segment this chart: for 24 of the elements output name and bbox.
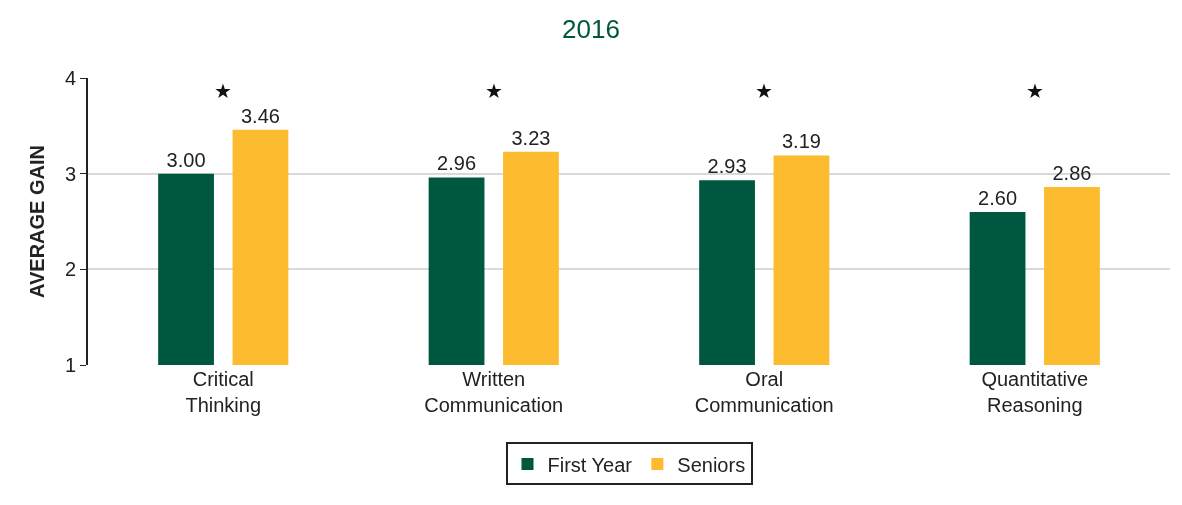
data-label: 3.46 xyxy=(240,104,280,127)
data-label: 3.23 xyxy=(511,126,551,149)
x-tick-label: Critical Thinking xyxy=(185,368,262,416)
data-label: 2.86 xyxy=(1052,162,1092,185)
x-tick-label: Written Communication xyxy=(424,368,564,416)
data-label: 2.93 xyxy=(707,155,747,178)
data-label: 2.60 xyxy=(978,186,1018,209)
annotation: ★ xyxy=(1026,80,1044,102)
y-tick-label: 1 xyxy=(64,354,76,376)
y-tick-label: 2 xyxy=(64,258,76,281)
y-tick-label: 3 xyxy=(64,162,76,185)
chart-title: 2016 xyxy=(562,14,620,45)
data-label: 2.96 xyxy=(437,152,477,175)
annotation: ★ xyxy=(755,80,773,102)
annotation: ★ xyxy=(485,80,503,102)
x-tick-label: Oral Communication xyxy=(694,368,834,416)
legend-label: First Year xyxy=(547,453,633,476)
data-label: 3.19 xyxy=(781,130,821,153)
legend-label: Seniors xyxy=(677,453,746,476)
data-label: 3.00 xyxy=(166,148,206,171)
x-tick-label: Quantitative Reasoning xyxy=(981,368,1089,416)
y-tick-label: 4 xyxy=(64,67,76,89)
y-axis-title: AVERAGE GAIN xyxy=(25,145,48,298)
annotation: ★ xyxy=(214,80,232,102)
